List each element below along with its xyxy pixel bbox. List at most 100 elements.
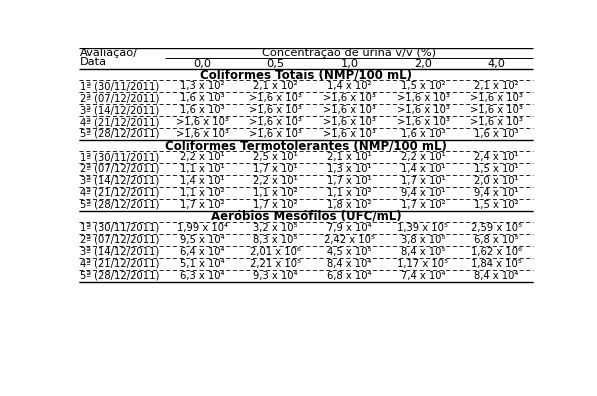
Text: 3ª (14/12/2011): 3ª (14/12/2011)	[80, 176, 159, 186]
Text: 8,4 x 10⁴: 8,4 x 10⁴	[327, 259, 371, 269]
Text: >1,6 x 10³: >1,6 x 10³	[250, 105, 302, 115]
Text: Data: Data	[80, 57, 107, 67]
Text: 9,4 x 10¹: 9,4 x 10¹	[475, 188, 519, 198]
Text: 2,2 x 10¹: 2,2 x 10¹	[180, 152, 224, 162]
Text: 1ª (30/11/2011): 1ª (30/11/2011)	[80, 81, 159, 91]
Text: 2ª (07/12/2011): 2ª (07/12/2011)	[80, 164, 159, 174]
Text: 1,5 x 10²: 1,5 x 10²	[401, 81, 445, 91]
Text: 2,1 x 10²: 2,1 x 10²	[253, 81, 298, 91]
Text: 2,01 x 10⁶: 2,01 x 10⁶	[250, 247, 301, 257]
Text: >1,6 x 10³: >1,6 x 10³	[250, 93, 302, 103]
Text: >1,6 x 10³: >1,6 x 10³	[396, 105, 450, 115]
Text: 2,2 x 10¹: 2,2 x 10¹	[401, 152, 445, 162]
Text: >1,6 x 10³: >1,6 x 10³	[323, 129, 376, 139]
Text: 0,5: 0,5	[267, 59, 285, 69]
Text: 6,4 x 10⁴: 6,4 x 10⁴	[180, 247, 224, 257]
Text: 2,1 x 10¹: 2,1 x 10¹	[327, 152, 372, 162]
Text: 1,99 x 10⁴: 1,99 x 10⁴	[177, 223, 227, 233]
Text: 7,4 x 10⁴: 7,4 x 10⁴	[401, 270, 445, 281]
Text: >1,6 x 10³: >1,6 x 10³	[323, 117, 376, 127]
Text: 2,0: 2,0	[414, 59, 432, 69]
Text: >1,6 x 10³: >1,6 x 10³	[470, 117, 523, 127]
Text: 2,42 x 10⁵: 2,42 x 10⁵	[324, 235, 375, 245]
Text: 1ª (30/11/2011): 1ª (30/11/2011)	[80, 223, 159, 233]
Text: 3ª (14/12/2011): 3ª (14/12/2011)	[80, 105, 159, 115]
Text: 1,6 x 10³: 1,6 x 10³	[180, 93, 224, 103]
Text: Concentração de urina v/v (%): Concentração de urina v/v (%)	[262, 48, 436, 58]
Text: >1,6 x 10³: >1,6 x 10³	[470, 93, 523, 103]
Text: 1,1 x 10²: 1,1 x 10²	[253, 188, 298, 198]
Text: >1,6 x 10³: >1,6 x 10³	[176, 129, 229, 139]
Text: 1,7 x 10¹: 1,7 x 10¹	[253, 164, 298, 174]
Text: 4,5 x 10⁵: 4,5 x 10⁵	[327, 247, 372, 257]
Text: 5ª (28/12/2011): 5ª (28/12/2011)	[80, 270, 159, 281]
Text: 1,6 x 10³: 1,6 x 10³	[474, 129, 519, 139]
Text: 3,2 x 10⁵: 3,2 x 10⁵	[253, 223, 298, 233]
Text: >1,6 x 10³: >1,6 x 10³	[323, 105, 376, 115]
Text: 1,1 x 10²: 1,1 x 10²	[327, 188, 372, 198]
Text: 9,3 x 10⁴: 9,3 x 10⁴	[254, 270, 298, 281]
Text: 1,17 x 10⁵: 1,17 x 10⁵	[398, 259, 448, 269]
Text: 1,3 x 10¹: 1,3 x 10¹	[327, 164, 371, 174]
Text: 1,84 x 10⁵: 1,84 x 10⁵	[471, 259, 522, 269]
Text: 1,6 x 10³: 1,6 x 10³	[401, 129, 445, 139]
Text: 1,0: 1,0	[340, 59, 358, 69]
Text: >1,6 x 10³: >1,6 x 10³	[470, 105, 523, 115]
Text: 1,7 x 10¹: 1,7 x 10¹	[327, 176, 372, 186]
Text: 1,8 x 10²: 1,8 x 10²	[327, 200, 371, 210]
Text: Aeróbios Mesófilos (UFC/mL): Aeróbios Mesófilos (UFC/mL)	[211, 210, 401, 223]
Text: 4ª (21/12/2011): 4ª (21/12/2011)	[80, 188, 159, 198]
Text: 1,3 x 10²: 1,3 x 10²	[180, 81, 224, 91]
Text: 6,8 x 10⁵: 6,8 x 10⁵	[474, 235, 519, 245]
Text: 1,4 x 10¹: 1,4 x 10¹	[401, 164, 445, 174]
Text: 9,4 x 10¹: 9,4 x 10¹	[401, 188, 445, 198]
Text: 5ª (28/12/2011): 5ª (28/12/2011)	[80, 129, 159, 139]
Text: 0,0: 0,0	[193, 59, 211, 69]
Text: 8,4 x 10⁴: 8,4 x 10⁴	[475, 270, 519, 281]
Text: 2,1 x 10²: 2,1 x 10²	[474, 81, 519, 91]
Text: >1,6 x 10³: >1,6 x 10³	[323, 93, 376, 103]
Text: Coliformes Totais (NMP/100 mL): Coliformes Totais (NMP/100 mL)	[200, 68, 412, 81]
Text: 1,7 x 10²: 1,7 x 10²	[180, 200, 224, 210]
Text: >1,6 x 10³: >1,6 x 10³	[396, 117, 450, 127]
Text: 2,59 x 10⁵: 2,59 x 10⁵	[471, 223, 522, 233]
Text: 1,1 x 10¹: 1,1 x 10¹	[180, 164, 224, 174]
Text: 2ª (07/12/2011): 2ª (07/12/2011)	[80, 93, 159, 103]
Text: 6,8 x 10⁴: 6,8 x 10⁴	[327, 270, 371, 281]
Text: 1,6 x 10³: 1,6 x 10³	[180, 105, 224, 115]
Text: >1,6 x 10³: >1,6 x 10³	[250, 129, 302, 139]
Text: 4,0: 4,0	[488, 59, 506, 69]
Text: >1,6 x 10³: >1,6 x 10³	[250, 117, 302, 127]
Text: 8,4 x 10⁵: 8,4 x 10⁵	[401, 247, 445, 257]
Text: 1,5 x 10²: 1,5 x 10²	[474, 200, 519, 210]
Text: 1ª (30/11/2011): 1ª (30/11/2011)	[80, 152, 159, 162]
Text: 2,4 x 10¹: 2,4 x 10¹	[475, 152, 519, 162]
Text: 1,7 x 10²: 1,7 x 10²	[253, 200, 298, 210]
Text: 4ª (21/12/2011): 4ª (21/12/2011)	[80, 259, 159, 269]
Text: 1,7 x 10¹: 1,7 x 10¹	[401, 176, 445, 186]
Text: 1,5 x 10¹: 1,5 x 10¹	[474, 164, 519, 174]
Text: 3,8 x 10⁵: 3,8 x 10⁵	[401, 235, 445, 245]
Text: 7,9 x 10⁴: 7,9 x 10⁴	[327, 223, 372, 233]
Text: 1,1 x 10²: 1,1 x 10²	[180, 188, 224, 198]
Text: 2,5 x 10¹: 2,5 x 10¹	[253, 152, 298, 162]
Text: 2,21 x 10⁵: 2,21 x 10⁵	[250, 259, 301, 269]
Text: 2ª (07/12/2011): 2ª (07/12/2011)	[80, 235, 159, 245]
Text: 1,4 x 10²: 1,4 x 10²	[327, 81, 371, 91]
Text: 3ª (14/12/2011): 3ª (14/12/2011)	[80, 247, 159, 257]
Text: Coliformes Termotolerantes (NMP/100 mL): Coliformes Termotolerantes (NMP/100 mL)	[165, 139, 447, 152]
Text: 5,1 x 10⁴: 5,1 x 10⁴	[180, 259, 224, 269]
Text: >1,6 x 10³: >1,6 x 10³	[396, 93, 450, 103]
Text: >1,6 x 10³: >1,6 x 10³	[176, 117, 229, 127]
Text: 4ª (21/12/2011): 4ª (21/12/2011)	[80, 117, 159, 127]
Text: 2,0 x 10¹: 2,0 x 10¹	[475, 176, 519, 186]
Text: Avaliação/: Avaliação/	[80, 48, 138, 58]
Text: 1,7 x 10²: 1,7 x 10²	[401, 200, 445, 210]
Text: 1,4 x 10¹: 1,4 x 10¹	[180, 176, 224, 186]
Text: 6,3 x 10⁴: 6,3 x 10⁴	[180, 270, 224, 281]
Text: 2,2 x 10¹: 2,2 x 10¹	[253, 176, 298, 186]
Text: 1,39 x 10⁵: 1,39 x 10⁵	[398, 223, 448, 233]
Text: 9,5 x 10⁴: 9,5 x 10⁴	[180, 235, 224, 245]
Text: 5ª (28/12/2011): 5ª (28/12/2011)	[80, 200, 159, 210]
Text: 8,3 x 10⁵: 8,3 x 10⁵	[254, 235, 298, 245]
